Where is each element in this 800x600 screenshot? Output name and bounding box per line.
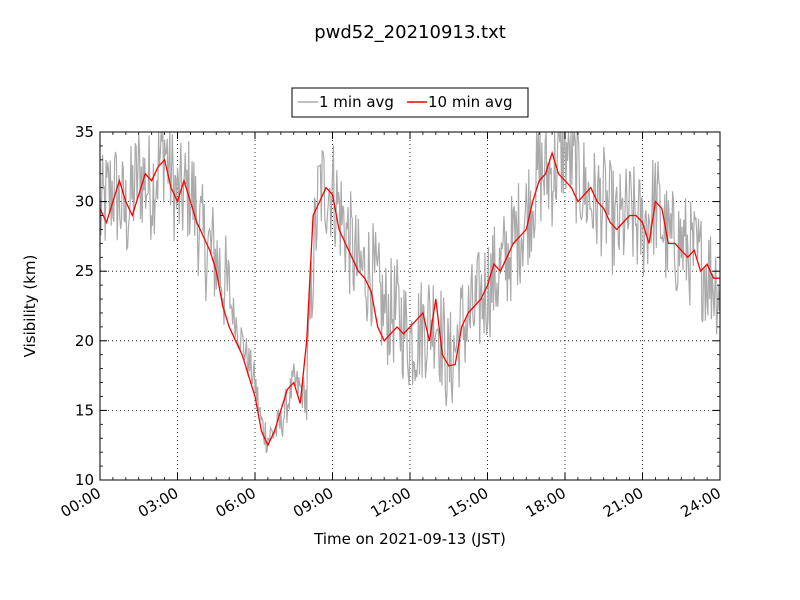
- x-tick-label: 21:00: [600, 484, 646, 521]
- x-axis-label: Time on 2021-09-13 (JST): [313, 530, 506, 548]
- x-tick-label: 12:00: [368, 484, 414, 521]
- x-tick-label: 24:00: [678, 484, 724, 521]
- x-tick-label: 15:00: [445, 484, 491, 521]
- x-tick-label: 06:00: [213, 484, 259, 521]
- series-10min-avg: [99, 150, 720, 447]
- legend-label-10min: 10 min avg: [428, 93, 513, 111]
- legend: 1 min avg 10 min avg: [291, 87, 529, 118]
- y-axis-label: Visibility (km): [21, 255, 39, 358]
- y-tick-label: 30: [75, 193, 94, 211]
- axis-ticks: [99, 131, 721, 481]
- line-10min-avg: [99, 150, 720, 447]
- legend-label-1min: 1 min avg: [319, 93, 394, 111]
- x-tick-label: 00:00: [58, 484, 104, 521]
- x-tick-labels: 00:00 03:00 06:00 09:00 12:00 15:00 18:00 21:00…: [58, 484, 724, 521]
- y-tick-label: 20: [75, 332, 94, 350]
- y-tick-labels: 10 15 20 25 30 35: [75, 123, 94, 489]
- y-tick-label: 10: [75, 471, 94, 489]
- plot-area: [99, 131, 721, 481]
- y-tick-label: 15: [75, 401, 94, 419]
- x-tick-label: 03:00: [135, 484, 181, 521]
- x-tick-label: 18:00: [523, 484, 569, 521]
- line-1min-avg: [99, 131, 721, 454]
- chart-title: pwd52_20210913.txt: [314, 22, 506, 43]
- y-tick-label: 25: [75, 262, 94, 280]
- series-1min-avg: [99, 131, 721, 454]
- y-tick-label: 35: [75, 123, 94, 141]
- x-tick-label: 09:00: [290, 484, 336, 521]
